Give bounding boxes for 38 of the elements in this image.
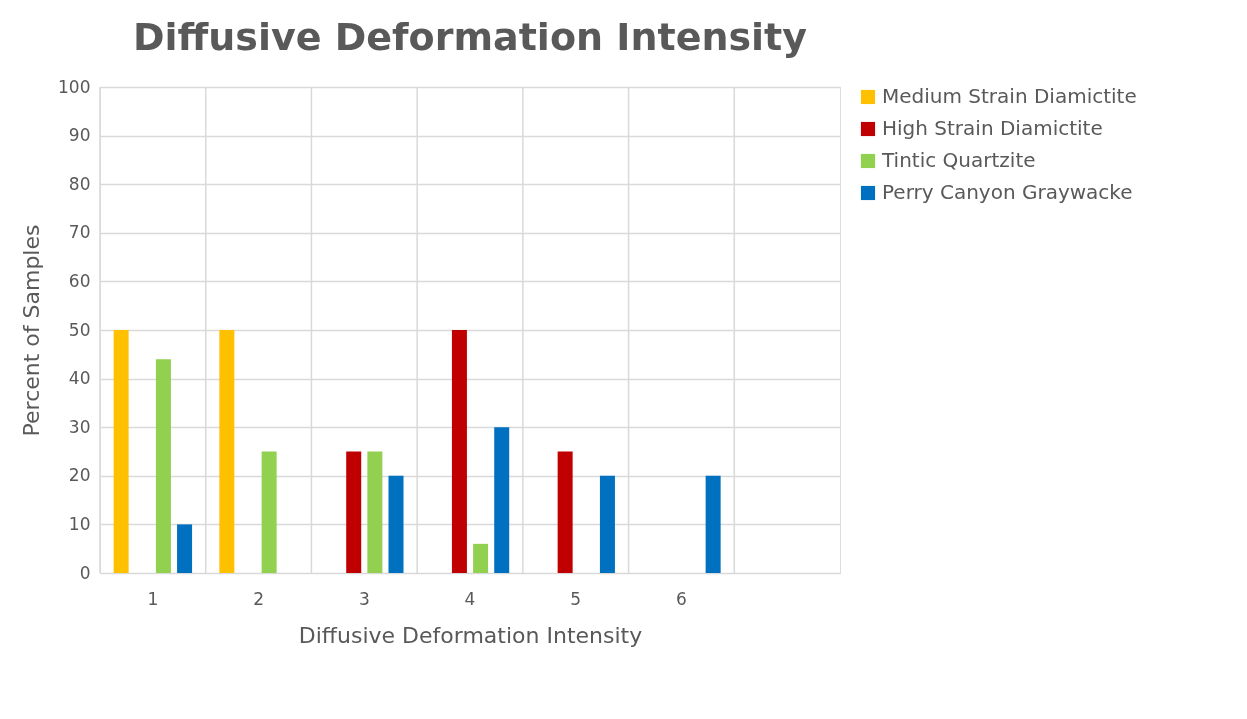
y-tick-label: 70	[68, 222, 91, 243]
bar	[473, 543, 489, 573]
y-tick-label: 40	[68, 368, 91, 389]
legend-label: Medium Strain Diamictite	[882, 84, 1137, 108]
bar	[219, 330, 235, 573]
x-tick-label: 4	[464, 588, 476, 609]
bar	[557, 451, 573, 573]
bar	[388, 475, 404, 573]
x-tick-label: 1	[147, 588, 159, 609]
x-tick-label: 5	[570, 588, 582, 609]
legend-label: High Strain Diamictite	[882, 116, 1103, 140]
bar	[346, 451, 362, 573]
x-axis-title: Diffusive Deformation Intensity	[298, 622, 643, 648]
y-tick-label: 10	[68, 513, 91, 534]
y-tick-label: 100	[58, 76, 91, 97]
y-tick-label: 0	[79, 562, 91, 583]
y-tick-label: 90	[68, 125, 91, 146]
bar	[113, 330, 129, 573]
y-tick-label: 30	[68, 416, 91, 437]
x-tick-label: 2	[253, 588, 264, 609]
y-tick-label: 20	[68, 465, 91, 486]
y-tick-label: 60	[68, 270, 91, 291]
legend-label: Tintic Quartzite	[881, 148, 1036, 172]
y-tick-label: 50	[68, 319, 91, 340]
bar	[261, 451, 277, 573]
bar	[177, 524, 193, 573]
bar	[494, 427, 510, 573]
chart-title: Diffusive Deformation Intensity	[132, 15, 808, 59]
y-tick-label: 80	[68, 173, 91, 194]
bar	[451, 330, 467, 573]
bar	[705, 475, 721, 573]
y-axis-title: Percent of Samples	[19, 224, 45, 437]
bar	[367, 451, 383, 573]
bar	[155, 359, 171, 573]
x-tick-label: 3	[358, 588, 370, 609]
x-tick-label: 6	[676, 588, 687, 609]
bar	[599, 475, 615, 573]
legend-label: Perry Canyon Graywacke	[882, 180, 1133, 204]
